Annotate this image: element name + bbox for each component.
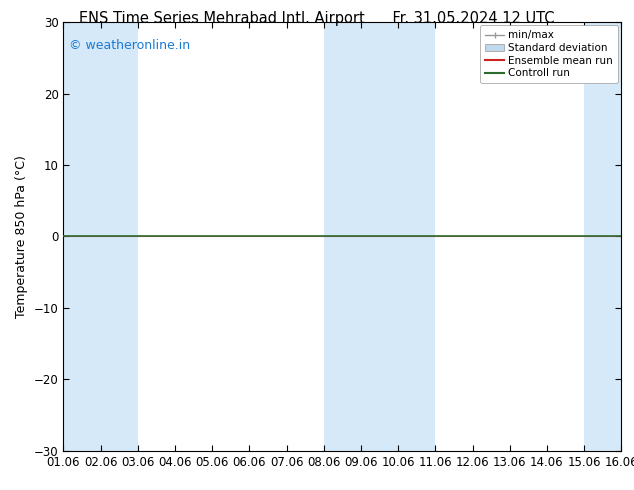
Legend: min/max, Standard deviation, Ensemble mean run, Controll run: min/max, Standard deviation, Ensemble me… (480, 25, 618, 83)
Bar (101, 22, 138, 451)
Bar (63, 22, 101, 451)
Bar (361, 22, 398, 451)
Y-axis label: Temperature 850 hPa (°C): Temperature 850 hPa (°C) (15, 155, 29, 318)
Bar (584, 22, 621, 451)
Text: © weatheronline.in: © weatheronline.in (69, 39, 190, 52)
Bar (324, 22, 361, 451)
Text: ENS Time Series Mehrabad Intl. Airport      Fr. 31.05.2024 12 UTC: ENS Time Series Mehrabad Intl. Airport F… (79, 11, 555, 26)
Bar (398, 22, 436, 451)
